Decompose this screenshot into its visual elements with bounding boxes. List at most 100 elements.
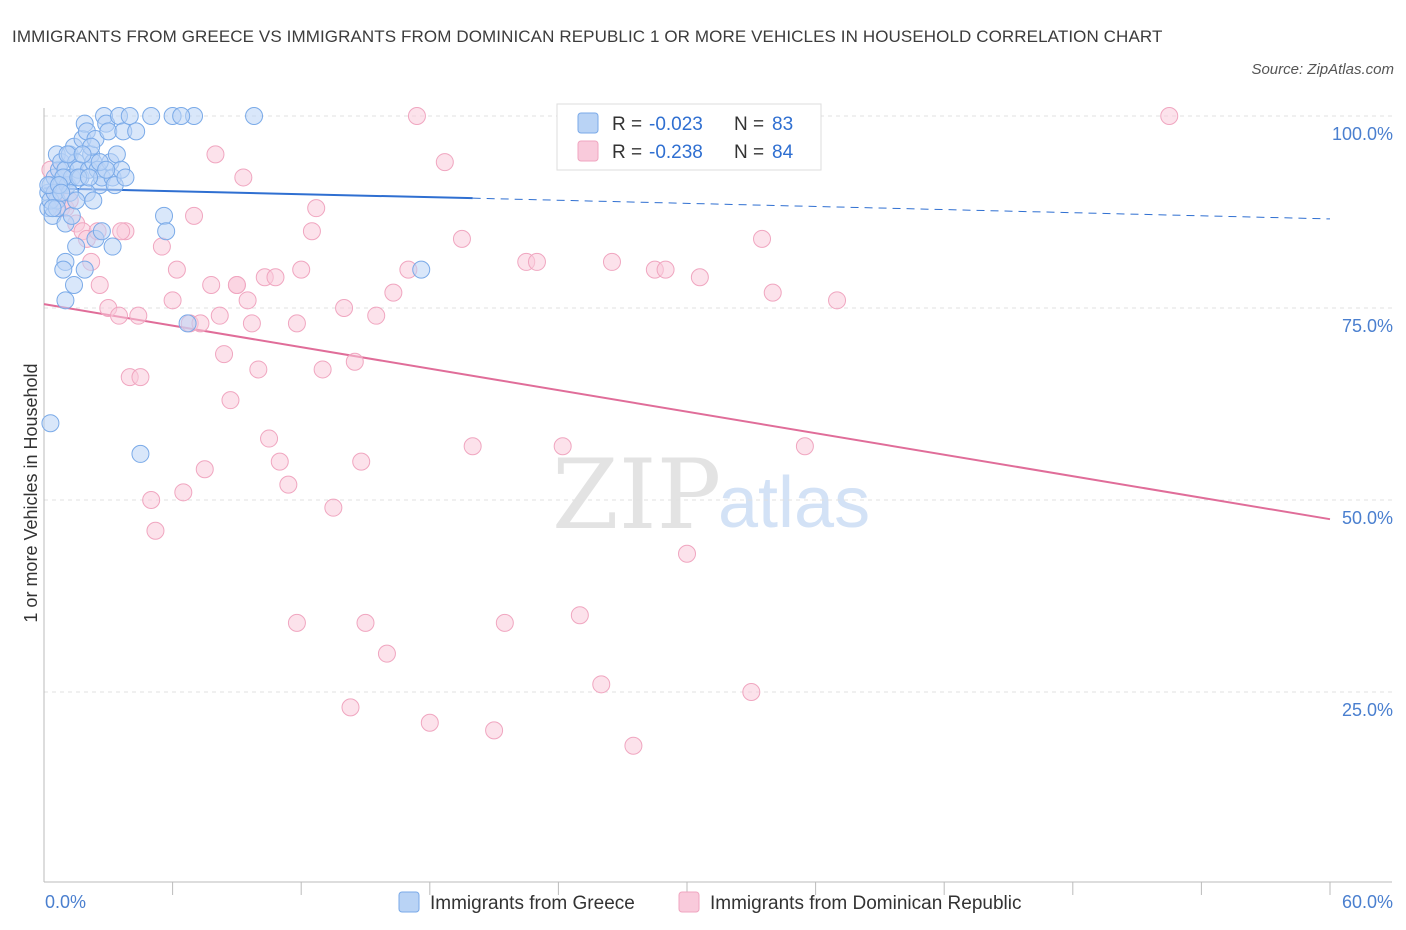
point-dominican [420, 713, 439, 732]
point-greece [120, 107, 139, 125]
point-greece [56, 291, 75, 310]
correlation-legend: R = -0.023 N = 83 R = -0.238 N = 84 [556, 103, 822, 171]
y-axis-label: 1 or more Vehicles in Household [21, 363, 41, 622]
point-dominican [624, 736, 643, 755]
point-dominican [753, 229, 772, 248]
point-dominican [527, 252, 546, 271]
legend-n-label-greece: N = [734, 114, 764, 135]
point-dominican [221, 391, 240, 410]
greece-points-blue [39, 107, 431, 463]
point-dominican [131, 368, 150, 387]
x-tick-label-max: 60.0% [1342, 892, 1393, 912]
point-greece [142, 107, 161, 125]
point-dominican [242, 314, 261, 333]
y-tick-labels: 25.0% 50.0% 75.0% 100.0% [1332, 124, 1393, 720]
point-dominican [287, 314, 306, 333]
point-greece [41, 414, 60, 433]
axes [43, 108, 1392, 895]
point-dominican [185, 206, 204, 225]
point-dominican [367, 306, 386, 325]
point-dominican [377, 644, 396, 663]
point-dominican [279, 475, 298, 494]
point-dominican [195, 460, 214, 479]
watermark-atlas: atlas [718, 463, 870, 543]
point-greece [80, 168, 99, 187]
point-dominican [356, 613, 375, 632]
point-greece [99, 122, 118, 141]
point-dominican [112, 222, 131, 241]
chart-title: IMMIGRANTS FROM GREECE VS IMMIGRANTS FRO… [12, 27, 1163, 46]
point-dominican [341, 698, 360, 717]
point-dominican [307, 199, 326, 218]
point-dominican [463, 437, 482, 456]
legend-r-label-dominican: R = [612, 142, 642, 163]
point-dominican [167, 260, 186, 279]
x-tick-label-min: 0.0% [45, 892, 86, 912]
point-dominican [110, 306, 129, 325]
point-dominican [287, 613, 306, 632]
point-dominican [602, 252, 621, 271]
point-dominican [352, 452, 371, 471]
point-dominican [313, 360, 332, 379]
point-dominican [690, 268, 709, 287]
point-greece [97, 160, 116, 179]
point-dominican [828, 291, 847, 310]
point-dominican [146, 521, 165, 540]
point-dominican [763, 283, 782, 302]
point-dominican [742, 683, 761, 701]
point-dominican [452, 229, 471, 248]
point-dominican [249, 360, 268, 379]
trend-line-dominican [43, 303, 1331, 521]
point-dominican [266, 268, 285, 287]
greece-points [41, 107, 1179, 755]
point-greece [107, 145, 126, 164]
point-greece [67, 237, 86, 256]
bottom-legend-swatch-greece [398, 891, 420, 913]
point-dominican [407, 107, 426, 125]
legend-r-value-greece: -0.023 [649, 114, 703, 135]
point-dominican [1160, 107, 1179, 125]
point-greece [178, 314, 197, 333]
point-greece [52, 183, 71, 202]
point-dominican [292, 260, 311, 279]
point-greece [67, 191, 86, 210]
point-greece [58, 145, 77, 164]
y-tick-label: 75.0% [1342, 316, 1393, 336]
point-greece [84, 191, 103, 210]
point-greece [65, 275, 84, 294]
point-dominican [202, 275, 221, 294]
legend-r-label-greece: R = [612, 114, 642, 135]
point-greece [54, 260, 73, 279]
point-greece [131, 444, 150, 463]
point-dominican [270, 452, 289, 471]
point-dominican [142, 491, 161, 509]
point-dominican [238, 291, 257, 310]
point-dominican [485, 721, 504, 740]
y-tick-label: 50.0% [1342, 508, 1393, 528]
point-dominican [553, 437, 572, 456]
point-dominican [215, 345, 234, 364]
point-greece [43, 199, 62, 218]
point-greece [157, 222, 176, 241]
point-greece [75, 260, 94, 279]
point-dominican [174, 483, 193, 502]
point-dominican [227, 275, 246, 294]
point-dominican [129, 306, 148, 325]
point-greece [155, 206, 174, 225]
point-greece [103, 237, 122, 256]
point-greece [172, 107, 191, 125]
point-dominican [152, 237, 171, 256]
point-greece [412, 260, 431, 279]
point-dominican [678, 544, 696, 563]
point-dominican [435, 153, 454, 172]
point-dominican [345, 352, 364, 371]
legend-n-value-dominican: 84 [772, 142, 794, 163]
point-dominican [570, 606, 589, 625]
point-dominican [260, 429, 279, 448]
y-tick-label: 25.0% [1342, 700, 1393, 720]
point-dominican [656, 260, 675, 279]
bottom-legend-swatch-dominican [678, 891, 700, 913]
point-dominican [495, 613, 514, 632]
point-greece [245, 107, 264, 125]
